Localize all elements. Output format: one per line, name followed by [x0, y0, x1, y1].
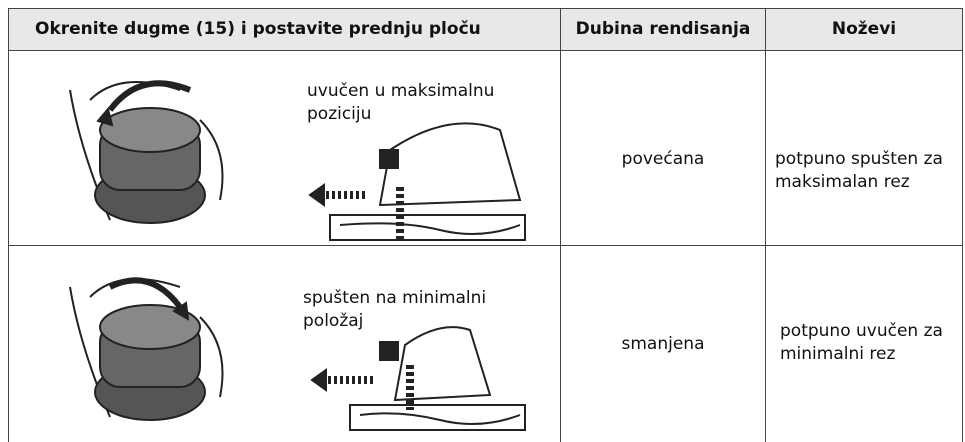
depth-text: smanjena	[621, 334, 705, 354]
border	[8, 8, 963, 9]
border	[962, 8, 963, 442]
header-depth: Dubina rendisanja	[561, 8, 765, 50]
knob-illustration	[69, 277, 224, 421]
header-blades: Noževi	[766, 8, 962, 50]
border	[8, 245, 963, 246]
border	[8, 8, 9, 442]
planer-illustration	[310, 326, 526, 431]
depth-text: povećana	[621, 149, 705, 169]
border	[8, 50, 963, 51]
border	[765, 8, 766, 442]
knob-illustration	[69, 80, 224, 224]
border	[560, 8, 561, 442]
position-text: spušten na minimalni položaj	[303, 288, 487, 331]
planer-illustration	[308, 122, 526, 241]
header-setting: Okrenite dugme (15) i postavite prednju …	[9, 8, 560, 50]
blades-text: potpuno spušten za maksimalan rez	[775, 149, 943, 192]
blades-text: potpuno uvučen za minimalni rez	[780, 321, 943, 364]
position-text: uvučen u maksimalnu poziciju	[307, 81, 495, 124]
